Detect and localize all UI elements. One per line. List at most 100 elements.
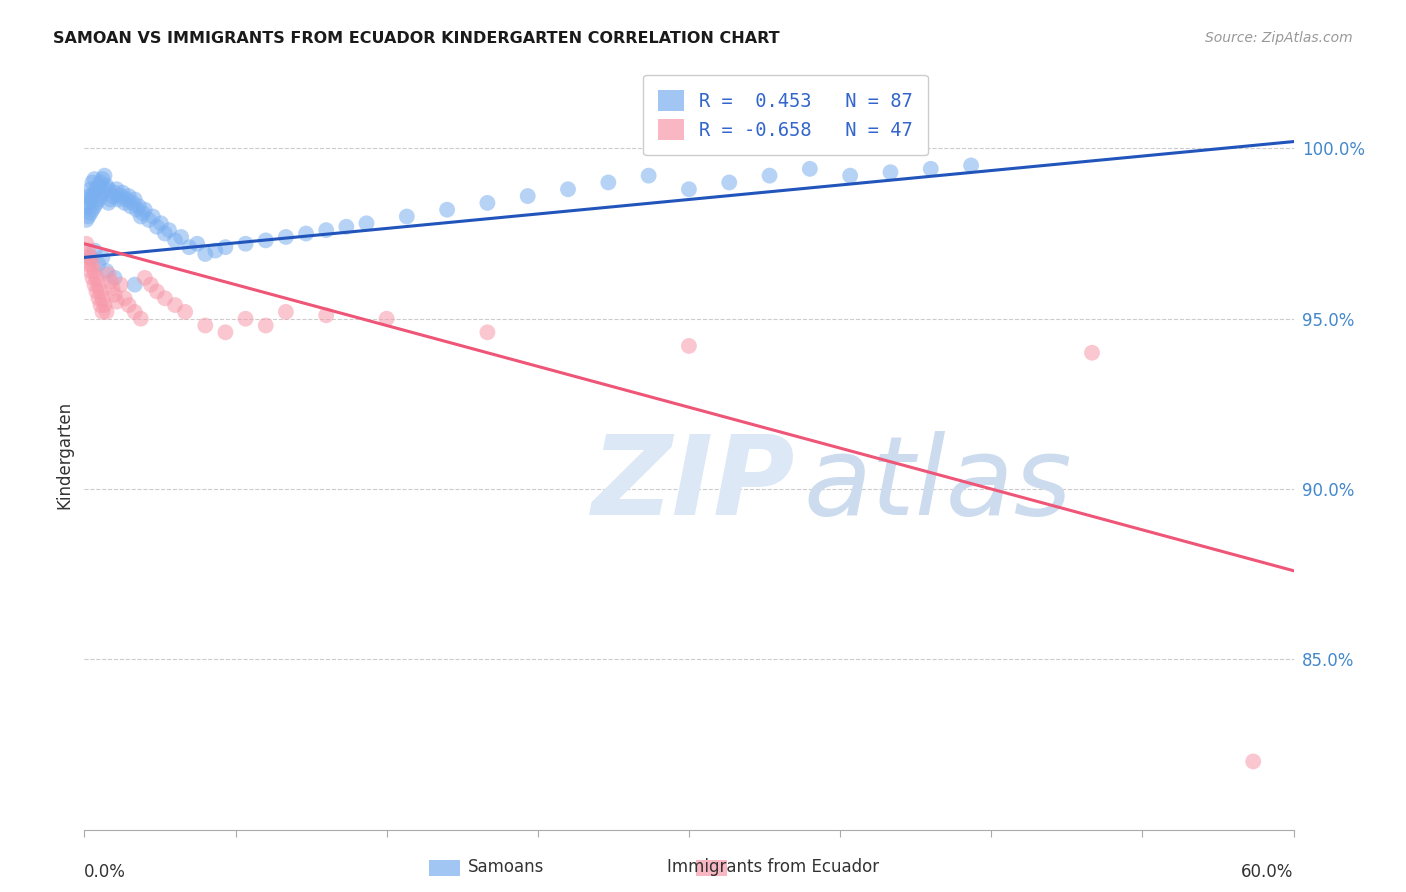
Point (87, 257, 110, 271)
Point (77, 189, 100, 203)
Text: Source: ZipAtlas.com: Source: ZipAtlas.com (1205, 31, 1353, 45)
Point (758, 169, 780, 183)
Point (477, 326, 499, 340)
Point (920, 161, 942, 176)
Point (557, 182, 579, 196)
Point (97, 268, 120, 282)
Point (115, 193, 138, 207)
Point (100, 274, 122, 288)
Point (107, 193, 129, 207)
Point (375, 311, 398, 326)
Point (79, 264, 101, 278)
Point (395, 210, 418, 224)
Point (315, 308, 337, 322)
Text: Immigrants from Ecuador: Immigrants from Ecuador (668, 858, 879, 876)
Point (97, 195, 120, 210)
Point (75, 236, 97, 251)
Point (146, 219, 169, 234)
Point (1241, 755, 1264, 769)
Text: 0.0%: 0.0% (84, 863, 127, 881)
Point (100, 193, 122, 207)
Point (75, 251, 97, 265)
Point (598, 176, 620, 190)
Point (101, 189, 124, 203)
Point (89, 298, 111, 312)
Point (138, 213, 160, 227)
Point (93, 298, 115, 312)
Point (214, 326, 236, 340)
Point (91, 251, 114, 265)
Point (718, 176, 741, 190)
Text: SAMOAN VS IMMIGRANTS FROM ECUADOR KINDERGARTEN CORRELATION CHART: SAMOAN VS IMMIGRANTS FROM ECUADOR KINDER… (53, 31, 780, 46)
Point (129, 311, 152, 326)
Point (83, 277, 105, 292)
Point (356, 216, 378, 230)
Point (82, 257, 104, 271)
Point (165, 298, 187, 312)
Point (77, 244, 100, 258)
Point (274, 230, 297, 244)
Point (235, 236, 257, 251)
Text: atlas: atlas (804, 432, 1073, 539)
Point (839, 169, 862, 183)
Point (91, 186, 114, 200)
Point (186, 236, 208, 251)
Point (91, 305, 114, 319)
Point (79, 182, 101, 196)
Point (87, 291, 110, 305)
Point (335, 219, 357, 234)
Point (91, 291, 114, 305)
Point (111, 186, 134, 200)
Point (83, 199, 105, 213)
Point (153, 227, 176, 241)
Point (87, 178, 110, 193)
Point (77, 210, 100, 224)
Point (516, 189, 538, 203)
Point (86, 182, 108, 196)
Point (120, 199, 142, 213)
Point (254, 233, 277, 247)
Point (254, 318, 277, 333)
Text: 60.0%: 60.0% (1241, 863, 1294, 881)
Point (477, 195, 499, 210)
Point (295, 227, 318, 241)
Point (214, 240, 236, 254)
Point (105, 294, 128, 309)
Point (104, 288, 127, 302)
Point (79, 251, 101, 265)
Point (83, 264, 105, 278)
Point (114, 291, 136, 305)
Point (157, 223, 180, 237)
Point (97, 182, 120, 196)
Point (637, 169, 659, 183)
Point (83, 186, 105, 200)
Point (96, 264, 118, 278)
Point (82, 176, 104, 190)
Point (128, 199, 150, 213)
Point (87, 193, 110, 207)
Point (86, 195, 108, 210)
Point (153, 291, 176, 305)
Point (79, 251, 101, 265)
Point (86, 285, 108, 299)
Point (124, 277, 146, 292)
Point (93, 169, 115, 183)
Point (110, 277, 132, 292)
Point (124, 305, 146, 319)
Point (79, 193, 101, 207)
Point (678, 182, 700, 196)
Point (125, 202, 148, 217)
Point (82, 189, 104, 203)
Text: Samoans: Samoans (468, 858, 544, 876)
Text: ZIP: ZIP (592, 432, 796, 539)
Point (124, 193, 146, 207)
Point (132, 206, 155, 220)
Point (77, 257, 100, 271)
Point (77, 195, 100, 210)
Point (139, 277, 162, 292)
Point (83, 172, 105, 186)
Point (1081, 345, 1104, 359)
Point (114, 195, 136, 210)
Point (134, 202, 156, 217)
Point (149, 216, 172, 230)
